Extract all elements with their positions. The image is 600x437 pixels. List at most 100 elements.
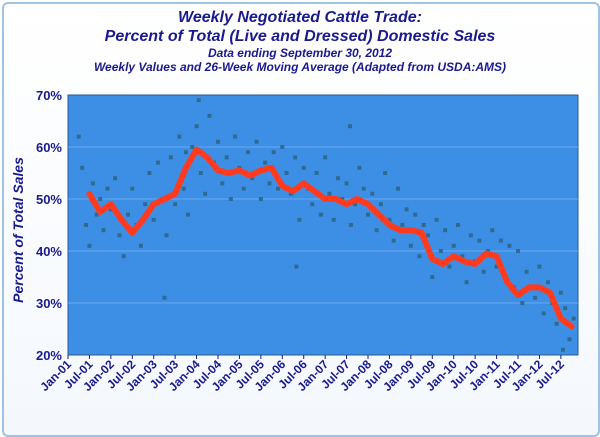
data-point xyxy=(151,217,156,222)
data-point xyxy=(117,233,122,238)
data-point xyxy=(216,139,220,144)
data-point xyxy=(456,223,460,227)
data-point xyxy=(561,347,565,352)
data-point xyxy=(254,139,259,144)
y-axis-label: Percent of Total Sales xyxy=(10,157,26,303)
data-point xyxy=(417,254,422,259)
data-point xyxy=(477,238,482,243)
data-point xyxy=(147,171,152,175)
data-point xyxy=(143,202,148,207)
title-block: Weekly Negotiated Cattle Trade: Percent … xyxy=(0,8,600,74)
data-point xyxy=(241,186,246,191)
data-point xyxy=(468,233,473,238)
data-point xyxy=(294,264,299,269)
data-point xyxy=(464,280,469,285)
y-tick-label: 70% xyxy=(36,88,62,103)
data-point xyxy=(318,212,323,217)
data-point xyxy=(168,155,173,160)
data-point xyxy=(207,113,212,118)
data-point xyxy=(280,145,285,149)
data-point xyxy=(391,238,396,243)
data-point xyxy=(220,181,225,186)
x-axis: Jan-01Jul-01Jan-02Jul-02Jan-03Jul-03Jan-… xyxy=(37,355,567,394)
data-point xyxy=(84,223,88,227)
data-point xyxy=(98,197,103,201)
data-point xyxy=(173,202,178,207)
data-point xyxy=(567,337,572,342)
y-tick-label: 40% xyxy=(36,244,62,259)
data-point xyxy=(301,165,306,170)
data-point xyxy=(224,155,229,160)
data-point xyxy=(533,295,538,300)
data-point xyxy=(233,134,238,139)
data-point xyxy=(196,98,201,103)
data-point xyxy=(267,181,272,186)
data-point xyxy=(353,202,358,207)
data-point xyxy=(537,264,542,269)
data-point xyxy=(507,243,512,248)
data-point xyxy=(396,186,400,191)
data-point xyxy=(524,269,529,274)
data-point xyxy=(194,124,199,129)
data-point xyxy=(80,165,85,170)
data-point xyxy=(288,191,293,196)
data-point xyxy=(186,212,190,217)
data-point xyxy=(314,171,319,175)
data-point xyxy=(374,228,379,233)
data-point xyxy=(121,254,126,259)
moving-average-line xyxy=(86,146,575,330)
data-point xyxy=(183,150,188,155)
data-point xyxy=(156,160,160,165)
data-point xyxy=(357,165,362,170)
data-point xyxy=(198,171,203,175)
data-point xyxy=(546,280,550,285)
chart-subtitle-source: Weekly Values and 26-Week Moving Average… xyxy=(93,60,507,74)
data-point xyxy=(105,186,110,191)
data-point xyxy=(76,134,81,139)
data-point xyxy=(138,243,143,248)
data-point xyxy=(516,249,520,253)
data-point xyxy=(297,217,302,222)
data-point xyxy=(310,202,315,207)
data-point xyxy=(460,254,465,259)
data-point xyxy=(113,176,118,181)
data-point xyxy=(258,197,263,201)
plot-area xyxy=(67,94,579,356)
data-point xyxy=(361,186,366,191)
data-point xyxy=(94,212,99,217)
chart-title-line-2: Percent of Total (Live and Dressed) Dome… xyxy=(104,28,496,45)
data-point xyxy=(413,212,418,217)
series-moving-average xyxy=(86,146,575,330)
data-point xyxy=(438,249,443,253)
data-point xyxy=(331,217,336,222)
data-point xyxy=(541,311,546,316)
data-point xyxy=(164,233,169,238)
chart-subtitle-date: Data ending September 30, 2012 xyxy=(207,46,393,60)
data-point xyxy=(563,306,568,311)
data-point xyxy=(203,191,208,196)
data-point xyxy=(481,269,486,274)
data-point xyxy=(486,249,490,253)
data-point xyxy=(434,217,439,222)
data-point xyxy=(408,243,413,248)
data-point xyxy=(87,243,92,248)
data-point xyxy=(284,171,289,175)
data-point xyxy=(228,197,233,201)
data-point xyxy=(90,181,95,186)
data-point xyxy=(554,321,559,326)
data-point xyxy=(181,186,186,191)
data-point xyxy=(246,150,250,155)
data-point xyxy=(378,202,383,207)
data-point xyxy=(387,217,392,222)
data-point xyxy=(276,186,280,191)
data-point xyxy=(344,181,349,186)
data-point xyxy=(327,191,332,196)
data-point xyxy=(336,176,340,181)
data-point xyxy=(447,264,452,269)
data-point xyxy=(494,264,499,269)
data-point xyxy=(271,150,276,155)
data-point xyxy=(293,155,298,160)
y-axis: 70% 60% 50% 40% 30% 20% xyxy=(36,88,62,363)
data-point xyxy=(250,176,255,181)
